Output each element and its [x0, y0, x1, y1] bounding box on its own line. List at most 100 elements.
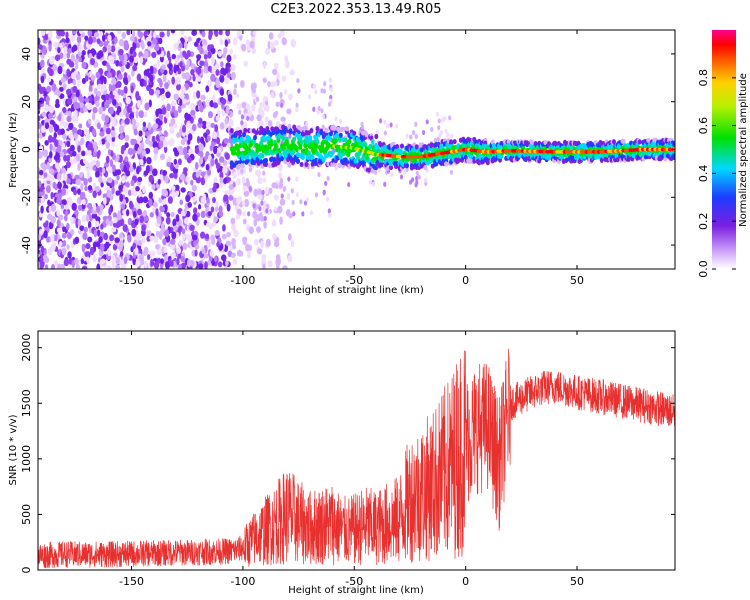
- spectrogram-cell: [212, 186, 217, 193]
- spectrogram-cell: [110, 77, 117, 86]
- spectrogram-cell: [217, 261, 223, 268]
- spectrogram-cell: [158, 197, 163, 204]
- spectrogram-cell: [86, 256, 90, 264]
- spectrogram-cell: [52, 181, 57, 189]
- spectrogram-cell: [99, 204, 104, 210]
- spectrogram-cell: [193, 240, 197, 247]
- spectrogram-cell: [207, 51, 212, 59]
- spectrogram-cell: [40, 125, 46, 134]
- spectrogram-cell: [48, 221, 54, 230]
- spectrogram-cell: [264, 161, 269, 167]
- spectrogram-cell: [204, 261, 208, 269]
- spectrogram-cell: [95, 71, 101, 78]
- spectrogram-cell: [75, 73, 81, 81]
- spectrogram-cell: [201, 248, 206, 254]
- spectrogram-cell: [197, 263, 204, 269]
- spectrogram-cell: [160, 135, 165, 142]
- spectrogram-cell: [162, 74, 167, 83]
- spectrogram-cell: [53, 260, 58, 266]
- spectrogram-cell: [97, 50, 104, 58]
- spectrogram-cell: [276, 72, 280, 81]
- spectrogram-cell: [305, 197, 310, 203]
- spectrogram-cell: [40, 30, 46, 37]
- spectrogram-cell: [671, 154, 675, 160]
- spectrogram-cell: [74, 174, 80, 180]
- spectrogram-cell: [48, 43, 52, 52]
- spectrogram-cell: [193, 207, 198, 215]
- spectrogram-cell: [118, 125, 125, 134]
- spectrogram-cell: [128, 200, 133, 209]
- spectrogram-cell: [81, 265, 88, 269]
- spectrogram-cell: [127, 217, 133, 226]
- spectrogram-cell: [219, 121, 225, 131]
- spectrogram-cell: [73, 133, 79, 140]
- spectrogram-cell: [194, 146, 200, 154]
- colorbar-tick-label: 0.4: [697, 165, 710, 183]
- spectrogram-cell: [55, 98, 60, 106]
- spectrogram-cell: [164, 82, 169, 90]
- spectrogram-cell: [344, 126, 349, 132]
- spectrogram-cell: [272, 68, 278, 76]
- spectrogram-cell: [141, 237, 146, 245]
- spectrogram-cell: [124, 117, 130, 125]
- spectrogram-cell: [170, 251, 176, 258]
- spectrogram-cell: [178, 263, 182, 269]
- spectrogram-cell: [184, 53, 189, 60]
- spectrogram-cell: [241, 176, 246, 185]
- spectrogram-cell: [274, 206, 278, 212]
- spectrogram-cell: [279, 198, 286, 206]
- spectrogram-cell: [225, 30, 230, 37]
- spectrogram-cell: [92, 141, 98, 150]
- spectrogram-cell: [70, 216, 74, 225]
- spectrogram-cell: [224, 117, 229, 125]
- spectrogram-cell: [139, 158, 144, 166]
- spectrogram-cell: [210, 158, 215, 167]
- spectrogram-cell: [216, 147, 222, 154]
- spectrogram-cell: [38, 240, 42, 249]
- spectrogram-cell: [98, 236, 103, 243]
- spectrogram-cell: [332, 126, 337, 132]
- spectrogram-cell: [81, 77, 87, 85]
- spectrogram-cell: [145, 165, 150, 174]
- spectrogram-cell: [199, 231, 206, 239]
- spectrogram-cell: [322, 190, 326, 196]
- spectrogram-cell: [152, 168, 158, 177]
- spectrogram-cell: [48, 125, 54, 133]
- spectrogram-cell: [214, 229, 220, 236]
- spectrogram-cell: [57, 192, 63, 199]
- spectrogram-cell: [94, 186, 101, 193]
- spectrogram-cell: [191, 234, 198, 241]
- spectrogram-cell: [261, 253, 267, 261]
- spectrogram-cell: [230, 252, 236, 258]
- spectrogram-cell: [48, 168, 55, 175]
- spectrogram-cell: [200, 210, 206, 219]
- spectrogram-cell: [212, 211, 216, 218]
- spectrogram-cell: [215, 115, 220, 122]
- spectrogram-cell: [127, 74, 131, 83]
- spectrogram-cell: [161, 64, 167, 70]
- spectrogram-cell: [39, 262, 44, 269]
- spectrogram-cell: [66, 178, 71, 185]
- spectrogram-cell: [48, 151, 53, 159]
- spectrogram-cell: [43, 249, 47, 256]
- spectrogram-cell: [51, 83, 57, 92]
- spectrogram-cell: [119, 111, 125, 118]
- spectrogram-cell: [52, 146, 56, 153]
- spectrogram-cell: [66, 58, 72, 65]
- spectrogram-cell: [279, 177, 284, 185]
- spectrogram-cell: [239, 137, 244, 143]
- x-tick-label: -50: [345, 274, 363, 287]
- spectrogram-cell: [220, 98, 227, 105]
- y-tick-label: -20: [20, 188, 33, 206]
- spectrogram-cell: [143, 80, 147, 87]
- spectrogram-cell: [127, 189, 132, 196]
- spectrogram-cell: [169, 243, 175, 250]
- spectrogram-cell: [232, 258, 238, 265]
- spectrogram-cell: [136, 166, 140, 175]
- spectrogram-cell: [161, 106, 167, 115]
- spectrogram-cell: [184, 112, 189, 120]
- spectrogram-cell: [171, 185, 176, 191]
- spectrogram-cell: [135, 186, 140, 192]
- spectrogram-cell: [42, 91, 48, 97]
- spectrogram-cell: [364, 132, 369, 138]
